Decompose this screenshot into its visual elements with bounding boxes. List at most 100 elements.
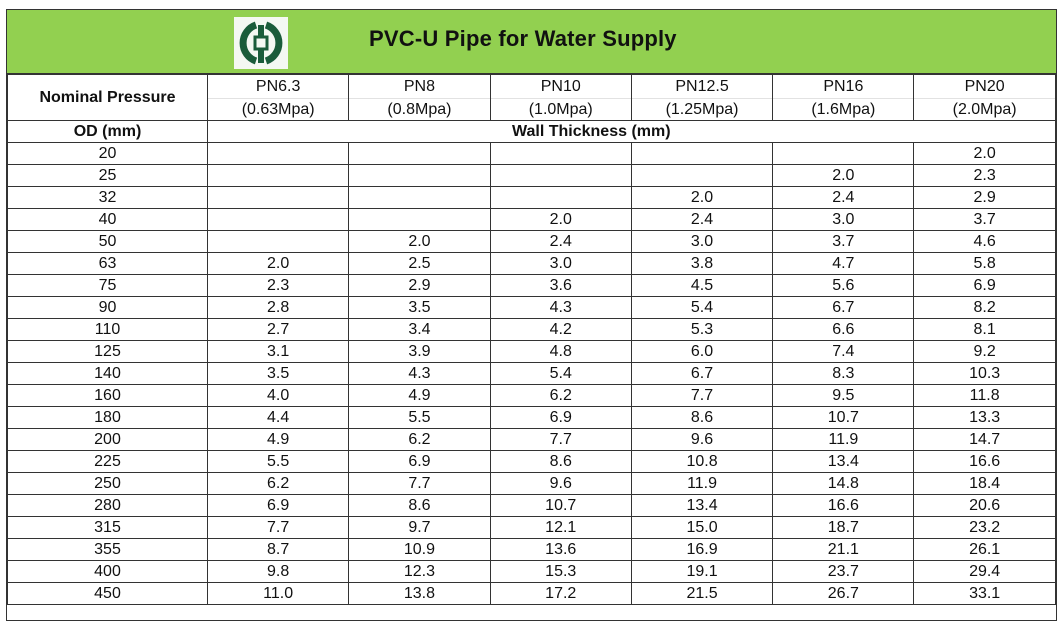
thickness-cell — [630, 142, 774, 165]
thickness-cell: 14.8 — [772, 472, 915, 495]
table-row: 90 2.8 3.5 4.3 5.4 6.7 8.2 — [7, 296, 1056, 319]
pressure-column-header: PN8 (0.8Mpa) — [348, 74, 491, 121]
od-cell: 32 — [7, 186, 208, 209]
thickness-cell: 3.0 — [630, 230, 774, 253]
thickness-cell: 8.6 — [489, 450, 632, 473]
thickness-cell: 6.0 — [630, 340, 774, 363]
thickness-cell: 6.6 — [772, 318, 915, 341]
thickness-cell: 11.0 — [206, 582, 350, 605]
thickness-cell: 8.6 — [348, 494, 491, 517]
od-cell: 315 — [7, 516, 208, 539]
thickness-cell: 5.8 — [913, 252, 1056, 275]
thickness-cell: 2.0 — [772, 164, 915, 187]
thickness-cell: 18.4 — [913, 472, 1056, 495]
thickness-cell: 23.7 — [772, 560, 915, 583]
thickness-cell: 12.3 — [348, 560, 491, 583]
thickness-cell — [206, 164, 350, 187]
od-cell: 140 — [7, 362, 208, 385]
table-row: 110 2.7 3.4 4.2 5.3 6.6 8.1 — [7, 318, 1056, 341]
pressure-column-header: PN6.3 (0.63Mpa) — [206, 74, 350, 121]
thickness-cell — [772, 142, 915, 165]
od-cell: 355 — [7, 538, 208, 561]
thickness-cell: 2.0 — [489, 208, 632, 231]
company-logo-icon — [234, 17, 288, 69]
od-cell: 225 — [7, 450, 208, 473]
thickness-cell: 8.3 — [772, 362, 915, 385]
od-cell: 450 — [7, 582, 208, 605]
thickness-cell — [206, 186, 350, 209]
thickness-cell: 4.2 — [489, 318, 632, 341]
thickness-cell: 13.6 — [489, 538, 632, 561]
thickness-cell: 4.5 — [630, 274, 774, 297]
thickness-cell: 15.3 — [489, 560, 632, 583]
thickness-cell — [348, 186, 491, 209]
thickness-cell: 2.8 — [206, 296, 350, 319]
od-cell: 75 — [7, 274, 208, 297]
pressure-column-header: PN16 (1.6Mpa) — [772, 74, 915, 121]
thickness-cell: 2.5 — [348, 252, 491, 275]
thickness-cell: 5.6 — [772, 274, 915, 297]
thickness-cell: 3.9 — [348, 340, 491, 363]
thickness-cell: 2.4 — [630, 208, 774, 231]
thickness-cell: 2.0 — [348, 230, 491, 253]
thickness-cell: 5.5 — [348, 406, 491, 429]
table-row: 63 2.0 2.5 3.0 3.8 4.7 5.8 — [7, 252, 1056, 275]
table-row: 250 6.2 7.7 9.6 11.9 14.8 18.4 — [7, 472, 1056, 495]
spec-sheet: PVC-U Pipe for Water Supply Nominal Pres… — [6, 9, 1057, 621]
thickness-cell: 7.7 — [630, 384, 774, 407]
od-cell: 40 — [7, 208, 208, 231]
thickness-cell: 10.7 — [489, 494, 632, 517]
thickness-cell: 2.3 — [206, 274, 350, 297]
table-row: 25 2.0 2.3 — [7, 164, 1056, 187]
table-row: 400 9.8 12.3 15.3 19.1 23.7 29.4 — [7, 560, 1056, 583]
thickness-cell: 4.0 — [206, 384, 350, 407]
thickness-cell — [206, 208, 350, 231]
thickness-cell: 16.6 — [913, 450, 1056, 473]
thickness-cell — [348, 208, 491, 231]
thickness-cell: 7.4 — [772, 340, 915, 363]
thickness-cell: 2.4 — [489, 230, 632, 253]
od-cell: 50 — [7, 230, 208, 253]
thickness-cell: 2.9 — [913, 186, 1056, 209]
table-row: 225 5.5 6.9 8.6 10.8 13.4 16.6 — [7, 450, 1056, 473]
thickness-cell: 4.9 — [206, 428, 350, 451]
table-row: 160 4.0 4.9 6.2 7.7 9.5 11.8 — [7, 384, 1056, 407]
table-row: 450 11.0 13.8 17.2 21.5 26.7 33.1 — [7, 582, 1056, 605]
thickness-cell: 4.4 — [206, 406, 350, 429]
thickness-cell: 9.8 — [206, 560, 350, 583]
thickness-cell: 8.6 — [630, 406, 774, 429]
thickness-cell: 21.5 — [630, 582, 774, 605]
thickness-cell: 20.6 — [913, 494, 1056, 517]
thickness-cell: 8.1 — [913, 318, 1056, 341]
thickness-cell: 3.8 — [630, 252, 774, 275]
thickness-cell: 9.6 — [630, 428, 774, 451]
thickness-cell: 16.9 — [630, 538, 774, 561]
thickness-cell: 2.4 — [772, 186, 915, 209]
thickness-cell: 33.1 — [913, 582, 1056, 605]
title-band: PVC-U Pipe for Water Supply — [7, 10, 1056, 74]
thickness-cell: 3.5 — [348, 296, 491, 319]
table-row: 125 3.1 3.9 4.8 6.0 7.4 9.2 — [7, 340, 1056, 363]
thickness-cell: 26.1 — [913, 538, 1056, 561]
thickness-cell: 6.2 — [348, 428, 491, 451]
od-cell: 90 — [7, 296, 208, 319]
thickness-cell — [489, 142, 632, 165]
thickness-cell: 14.7 — [913, 428, 1056, 451]
thickness-cell: 5.5 — [206, 450, 350, 473]
thickness-cell: 4.3 — [348, 362, 491, 385]
thickness-cell: 3.7 — [913, 208, 1056, 231]
thickness-cell: 2.7 — [206, 318, 350, 341]
thickness-cell — [206, 142, 350, 165]
od-cell: 63 — [7, 252, 208, 275]
od-cell: 125 — [7, 340, 208, 363]
thickness-cell: 2.0 — [630, 186, 774, 209]
thickness-cell: 6.9 — [489, 406, 632, 429]
thickness-cell: 3.1 — [206, 340, 350, 363]
thickness-cell: 21.1 — [772, 538, 915, 561]
thickness-cell: 4.7 — [772, 252, 915, 275]
thickness-cell: 13.8 — [348, 582, 491, 605]
wall-thickness-table: Nominal Pressure PN6.3 (0.63Mpa) PN8 (0.8M… — [7, 74, 1056, 605]
thickness-cell: 8.7 — [206, 538, 350, 561]
od-cell: 200 — [7, 428, 208, 451]
table-row: 140 3.5 4.3 5.4 6.7 8.3 10.3 — [7, 362, 1056, 385]
